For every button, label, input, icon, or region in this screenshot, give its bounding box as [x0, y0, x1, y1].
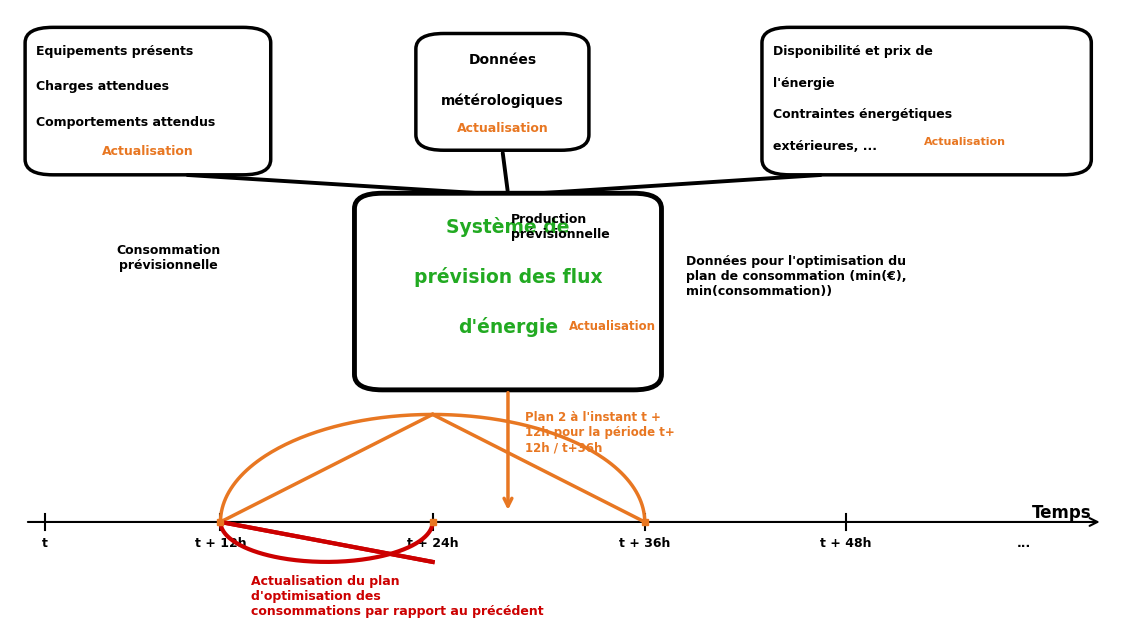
Text: Données pour l'optimisation du
plan de consommation (min(€),
min(consommation)): Données pour l'optimisation du plan de c… [686, 255, 907, 298]
Text: Plan 2 à l'instant t +
12h pour la période t+
12h / t+36h: Plan 2 à l'instant t + 12h pour la pério… [525, 411, 675, 454]
Text: Données: Données [468, 53, 536, 67]
Text: t + 12h: t + 12h [195, 537, 247, 551]
Text: Consommation
prévisionnelle: Consommation prévisionnelle [116, 244, 220, 272]
Text: t + 48h: t + 48h [820, 537, 872, 551]
Text: Actualisation: Actualisation [569, 321, 656, 333]
Text: Equipements présents: Equipements présents [36, 45, 193, 57]
Text: Contraintes énergétiques: Contraintes énergétiques [773, 108, 953, 122]
Text: Charges attendues: Charges attendues [36, 80, 169, 93]
FancyBboxPatch shape [416, 33, 589, 150]
Text: Production
prévisionnelle: Production prévisionnelle [511, 213, 609, 241]
Text: Actualisation: Actualisation [102, 145, 194, 158]
Text: Actualisation: Actualisation [457, 122, 549, 135]
Text: prévision des flux: prévision des flux [414, 267, 603, 287]
Text: métérologiques: métérologiques [441, 93, 563, 108]
Text: Système de: Système de [447, 217, 570, 237]
Text: t + 24h: t + 24h [407, 537, 459, 551]
Text: Temps: Temps [1032, 504, 1092, 522]
Text: Disponibilité et prix de: Disponibilité et prix de [773, 45, 934, 57]
Text: d'énergie: d'énergie [458, 318, 558, 338]
Text: Actualisation du plan
d'optimisation des
consommations par rapport au précédent: Actualisation du plan d'optimisation des… [250, 575, 543, 619]
Text: ...: ... [1018, 537, 1031, 551]
Text: Comportements attendus: Comportements attendus [36, 116, 215, 129]
Text: t: t [43, 537, 48, 551]
FancyBboxPatch shape [25, 27, 270, 175]
Text: Actualisation: Actualisation [923, 137, 1005, 147]
FancyBboxPatch shape [355, 193, 662, 390]
FancyBboxPatch shape [762, 27, 1092, 175]
Text: extérieures, ...: extérieures, ... [773, 140, 877, 154]
Text: t + 36h: t + 36h [619, 537, 671, 551]
Text: l'énergie: l'énergie [773, 76, 835, 89]
